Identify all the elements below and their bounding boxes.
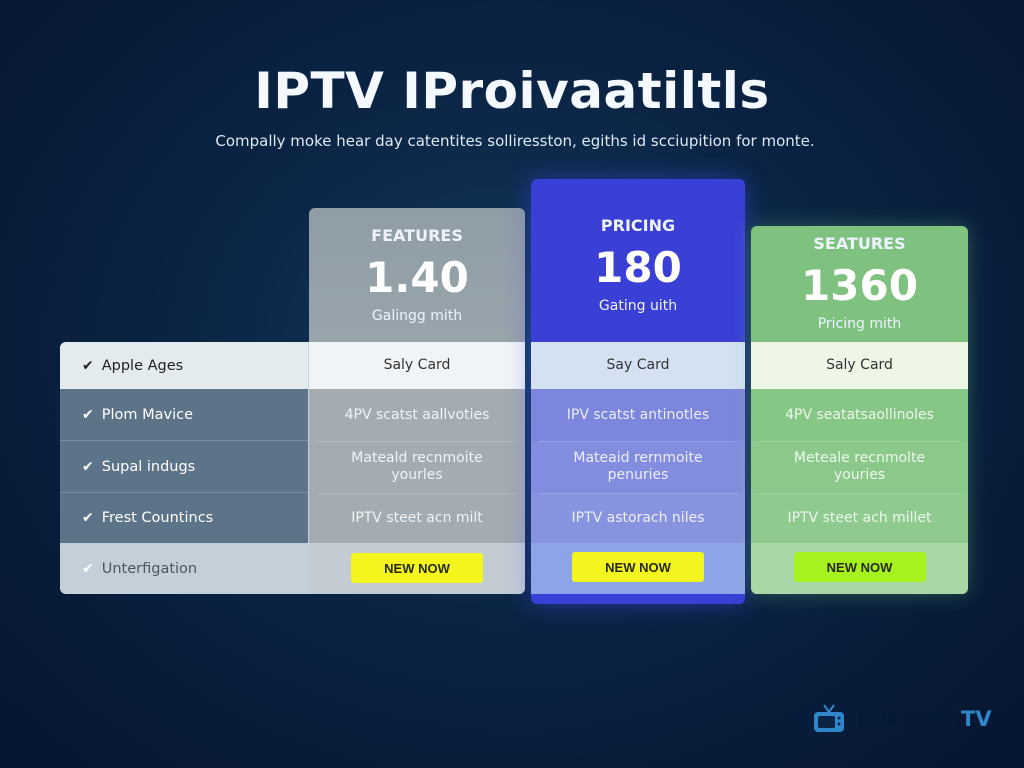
brand-logo: Talktomy TV: [812, 703, 992, 735]
plan-header: PRICING 180 Gating uith: [531, 216, 745, 314]
plan-name: PRICING: [600, 216, 676, 235]
buy-button[interactable]: NEW NOW: [572, 552, 704, 582]
check-icon: ✔: [82, 510, 94, 526]
brand-suffix: TV: [961, 707, 992, 731]
plan-card-pricing: PRICING 180 Gating uith Say Card IPV sca…: [531, 179, 745, 604]
plan-price: 1.40: [365, 253, 469, 302]
plan-name: FEATURES: [371, 226, 463, 245]
plan-feature: IPTV steet acn milt: [309, 493, 525, 543]
feature-label: Unterfigation: [101, 560, 198, 577]
page-subtitle: Compally moke hear day catentites sollir…: [215, 132, 815, 150]
plan-period: Gating uith: [598, 298, 678, 314]
check-icon: ✔: [82, 458, 94, 475]
plan-feature: Meteale recnmolte youries: [751, 441, 968, 493]
feature-row: ✔ Apple Ages: [60, 342, 308, 389]
plan-subtitle: Saly Card: [309, 342, 525, 389]
plan-feature: IPTV steet ach millet: [751, 493, 968, 543]
buy-button[interactable]: NEW NOW: [351, 553, 483, 583]
check-icon: ✔: [82, 357, 94, 374]
plan-name: SEATURES: [813, 234, 906, 253]
feature-label: Apple Ages: [101, 357, 184, 374]
feature-row: ✔ Frest Countincs: [60, 493, 308, 543]
feature-row: ✔ Supal indugs: [60, 441, 308, 493]
tv-icon: [814, 704, 844, 732]
plan-card-features: FEATURES 1.40 Galingg mith Saly Card 4PV…: [309, 208, 525, 594]
plan-feature: 4PV seatatsaollinoles: [751, 389, 968, 441]
page-title: IPTV IProivaatiltls: [254, 62, 770, 120]
plan-feature: Mateald recnmoite yourles: [309, 441, 525, 493]
plan-card-seatures: SEATURES 1360 Pricing mith Saly Card 4PV…: [751, 226, 968, 594]
plan-period: Pricing mith: [817, 316, 902, 332]
feature-label: Supal indugs: [101, 458, 196, 475]
buy-button[interactable]: NEW NOW: [793, 552, 926, 582]
feature-row: ✔ Plom Mavice: [60, 389, 308, 441]
plan-header: SEATURES 1360 Pricing mith: [751, 234, 968, 332]
check-icon: ✔: [82, 406, 94, 423]
plan-price: 1360: [801, 261, 918, 310]
check-icon: ✔: [82, 560, 94, 577]
feature-row: ✔ Unterfigation: [60, 543, 308, 594]
plan-header: FEATURES 1.40 Galingg mith: [309, 226, 525, 324]
brand-name: Talktomy: [854, 707, 961, 731]
plan-feature: IPTV astorach niles: [531, 493, 745, 543]
plan-feature: Mateaid rernmoite penuries: [531, 441, 745, 493]
plan-subtitle: Saly Card: [751, 342, 968, 389]
plan-feature: IPV scatst antinotles: [531, 389, 745, 441]
plan-subtitle: Say Card: [531, 342, 745, 389]
plan-period: Galingg mith: [371, 308, 463, 324]
feature-label: Frest Countincs: [101, 510, 214, 526]
plan-price: 180: [594, 243, 682, 292]
plan-feature: 4PV scatst aallvoties: [309, 389, 525, 441]
feature-label: Plom Mavice: [101, 406, 194, 423]
